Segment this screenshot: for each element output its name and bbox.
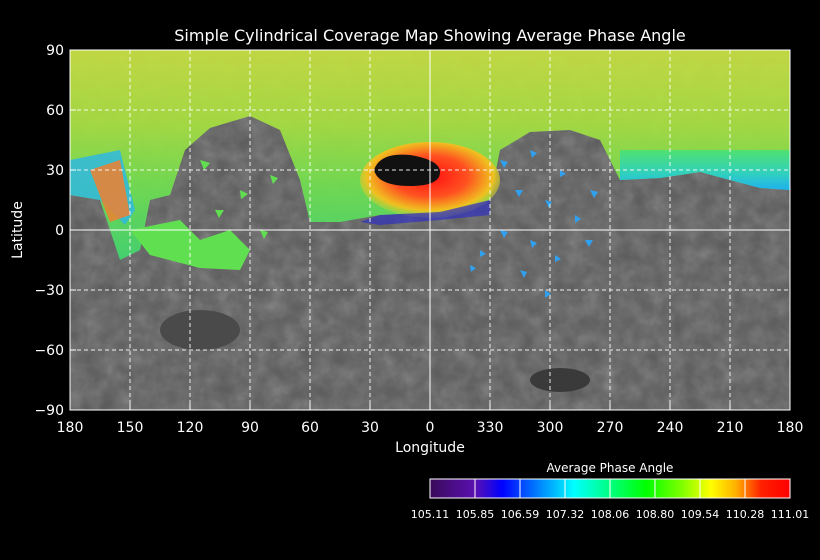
y-tick-label: −60 (34, 343, 64, 359)
y-axis-label: Latitude (10, 201, 26, 259)
x-tick-label: 180 (777, 420, 804, 436)
colorbar-title: Average Phase Angle (547, 461, 674, 475)
colorbar-tick-label: 110.28 (726, 508, 765, 521)
y-axis-ticks: 90 60 30 0 −30 −60 −90 (34, 43, 76, 419)
scattered-coverage (470, 150, 598, 298)
x-tick-label: 210 (717, 420, 744, 436)
x-tick-label: 330 (477, 420, 504, 436)
colorbar-ticks: 105.11 105.85 106.59 107.32 108.06 108.80 109.… (411, 479, 810, 521)
x-tick-label: 270 (597, 420, 624, 436)
y-tick-label: 60 (46, 103, 64, 119)
x-tick-label: 30 (361, 420, 379, 436)
x-tick-label: 180 (57, 420, 84, 436)
x-tick-label: 300 (537, 420, 564, 436)
colorbar-tick-label: 109.54 (681, 508, 720, 521)
x-tick-label: 90 (241, 420, 259, 436)
colorbar-tick-label: 105.85 (456, 508, 495, 521)
coverage-region-east (620, 150, 790, 190)
y-tick-label: −90 (34, 403, 64, 419)
chart-title: Simple Cylindrical Coverage Map Showing … (174, 26, 685, 45)
y-tick-label: 30 (46, 163, 64, 179)
x-tick-label: 0 (426, 420, 435, 436)
y-tick-label: 0 (55, 223, 64, 239)
colorbar-tick-label: 108.06 (591, 508, 630, 521)
colorbar-tick-label: 108.80 (636, 508, 675, 521)
x-tick-label: 60 (301, 420, 319, 436)
x-tick-label: 240 (657, 420, 684, 436)
x-axis-ticks: 180 150 120 90 60 30 0 330 300 270 240 210 180 (57, 404, 804, 436)
x-tick-label: 150 (117, 420, 144, 436)
colorbar-tick-label: 105.11 (411, 508, 450, 521)
x-tick-label: 120 (177, 420, 204, 436)
x-axis-label: Longitude (395, 440, 465, 456)
colorbar-tick-label: 106.59 (501, 508, 540, 521)
map-image (70, 50, 790, 410)
y-tick-label: −30 (34, 283, 64, 299)
colorbar-tick-label: 111.01 (771, 508, 810, 521)
y-tick-label: 90 (46, 43, 64, 59)
colorbar-tick-label: 107.32 (546, 508, 585, 521)
